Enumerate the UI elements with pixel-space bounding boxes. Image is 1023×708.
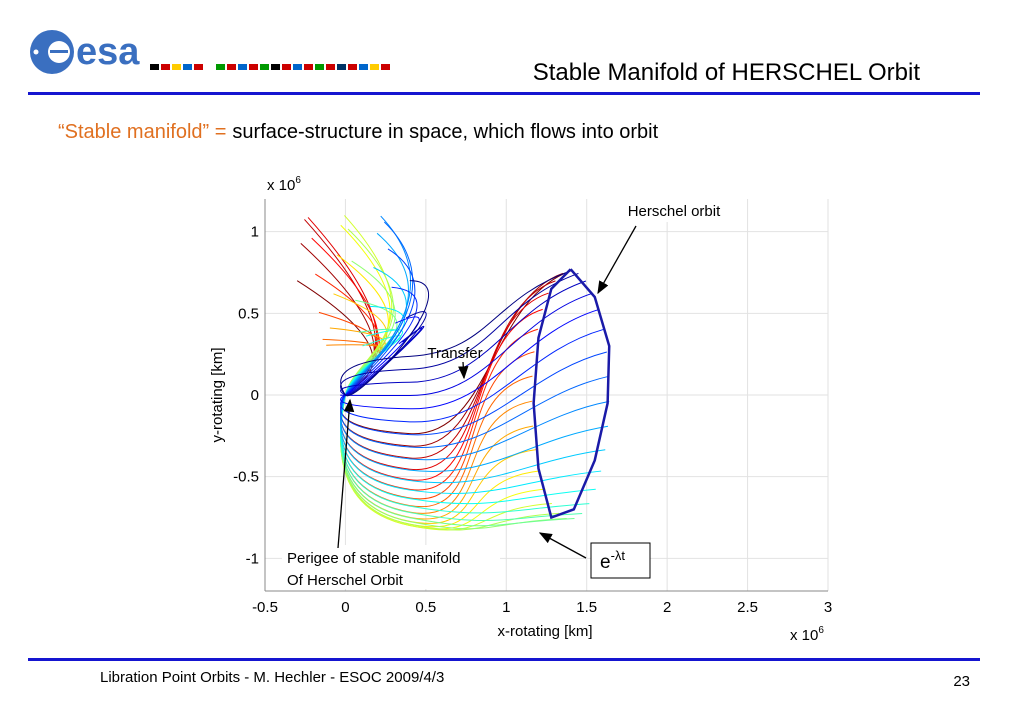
manifold-curve [340, 272, 579, 396]
x-tick-label: 3 [824, 599, 832, 616]
x-axis-label: x-rotating [km] [497, 623, 592, 640]
annotation: e-λt [600, 548, 625, 573]
x-tick-label: 2.5 [737, 599, 758, 616]
flag [370, 64, 379, 70]
subtitle-definition: surface-structure in space, which flows … [232, 121, 658, 143]
flag [172, 64, 181, 70]
y-tick-label: 0.5 [238, 305, 259, 322]
y-tick-label: -0.5 [233, 469, 259, 486]
manifold-curve [340, 248, 607, 436]
flag [293, 64, 302, 70]
annotation: Transfer [427, 345, 482, 362]
footer-rule [28, 658, 980, 661]
flag [381, 64, 390, 70]
flag [337, 64, 346, 70]
x-tick-label: 1 [502, 599, 510, 616]
manifold-curve [340, 215, 610, 461]
decay-exponent: -λt [611, 548, 626, 563]
manifold-curve [326, 344, 533, 514]
flag [315, 64, 324, 70]
flag [150, 64, 159, 70]
axis-multiplier: x 106 [790, 625, 824, 644]
flag [227, 64, 236, 70]
y-tick-label: 0 [251, 387, 259, 404]
herschel-orbit [532, 268, 611, 520]
flag [161, 64, 170, 70]
x-tick-label: 1.5 [576, 599, 597, 616]
x-tick-label: 2 [663, 599, 671, 616]
annotation-arrow [597, 225, 637, 295]
header-rule [28, 92, 980, 95]
annotation: Of Herschel Orbit [287, 572, 404, 589]
flag [238, 64, 247, 70]
flag [260, 64, 269, 70]
manifold-curve [333, 293, 537, 524]
manifold-curve [336, 254, 541, 528]
annotation-bg [612, 198, 736, 222]
manifold-curve [340, 329, 596, 505]
footer-text: Libration Point Orbits - M. Hechler - ES… [100, 669, 444, 686]
flag [205, 64, 214, 70]
manifold-curve [340, 267, 606, 484]
axis-multiplier: x 106 [267, 175, 301, 194]
flag [216, 64, 225, 70]
manifold-curve [340, 292, 593, 397]
logo-text: esa [76, 31, 140, 73]
multiplier-exponent: 6 [818, 625, 824, 636]
flag [194, 64, 203, 70]
annotation: Perigee of stable manifold [287, 550, 460, 567]
decay-base: e [600, 552, 611, 573]
flag [359, 64, 368, 70]
flag [326, 64, 335, 70]
flag [183, 64, 192, 70]
page-number: 23 [953, 673, 970, 690]
subtitle-term: “Stable manifold” = [58, 121, 226, 143]
x-tick-label: -0.5 [252, 599, 278, 616]
flag [249, 64, 258, 70]
subtitle: “Stable manifold” = surface-structure in … [58, 121, 659, 143]
slide-title: Stable Manifold of HERSCHEL Orbit [533, 59, 921, 86]
multiplier-exponent: 6 [295, 175, 301, 186]
plot: -0.5 0 0.5 1 1.5 2 2.5 3 -1 -0.5 0 0.5 1 x-rotating [… [209, 175, 832, 644]
annotation-arrow [538, 532, 587, 559]
y-tick-label: 1 [251, 224, 259, 241]
flag [271, 64, 280, 70]
annotation-arrow [337, 398, 355, 549]
manifold-curve [340, 270, 571, 397]
manifold-curve [340, 305, 602, 494]
logo: esa [30, 30, 390, 74]
flag [304, 64, 313, 70]
manifold-curve [340, 280, 587, 396]
annotation-arrow [458, 361, 469, 380]
manifold-curve [340, 335, 590, 514]
manifold-curve [340, 228, 560, 531]
x-tick-label: 0 [341, 599, 349, 616]
annotation: Herschel orbit [628, 203, 721, 220]
annotation-box [590, 542, 651, 579]
x-tick-label: 0.5 [415, 599, 436, 616]
flag [282, 64, 291, 70]
multiplier-base: x 10 [790, 627, 818, 644]
flag [348, 64, 357, 70]
y-axis-label: y-rotating [km] [209, 347, 226, 442]
multiplier-base: x 10 [267, 177, 295, 194]
y-tick-label: -1 [246, 550, 259, 567]
annotation-bg [282, 545, 500, 589]
